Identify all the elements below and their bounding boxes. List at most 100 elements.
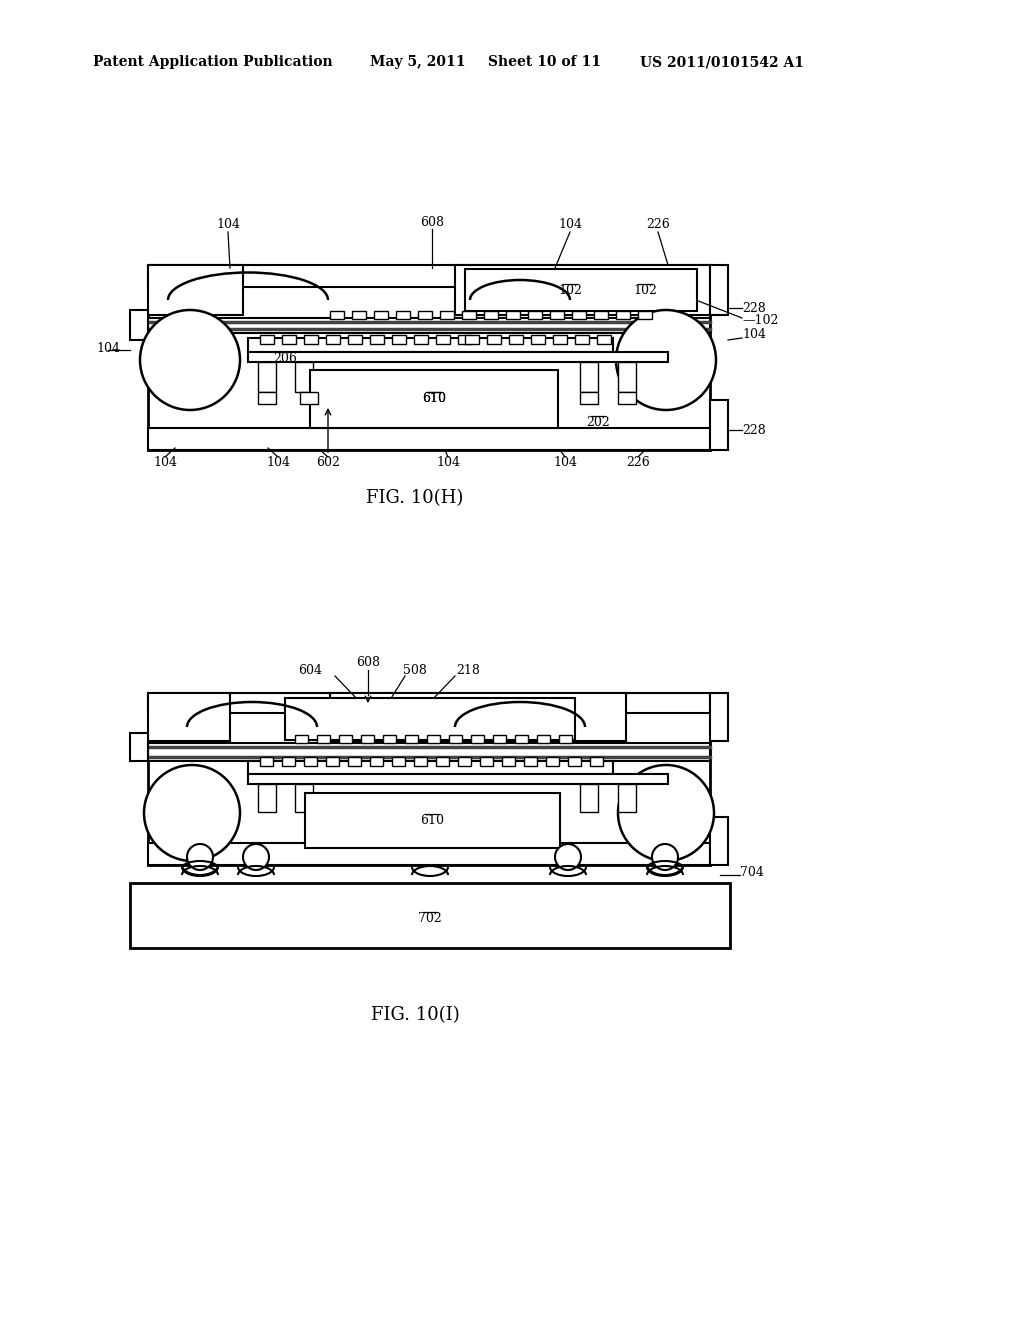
Bar bbox=[414, 335, 428, 345]
Bar bbox=[484, 312, 498, 319]
Text: Patent Application Publication: Patent Application Publication bbox=[93, 55, 333, 69]
Bar bbox=[370, 335, 384, 345]
Bar bbox=[295, 784, 313, 812]
Bar bbox=[458, 756, 471, 766]
Circle shape bbox=[616, 310, 716, 411]
Text: 226: 226 bbox=[626, 455, 650, 469]
Bar bbox=[348, 756, 361, 766]
Bar bbox=[462, 312, 476, 319]
Bar bbox=[580, 362, 598, 392]
Bar bbox=[304, 756, 317, 766]
Bar bbox=[148, 265, 710, 286]
Text: 610: 610 bbox=[422, 392, 446, 404]
Circle shape bbox=[555, 843, 581, 870]
Bar bbox=[515, 735, 528, 743]
Text: 610: 610 bbox=[420, 813, 444, 826]
Bar bbox=[449, 735, 462, 743]
Bar bbox=[550, 312, 564, 319]
Bar bbox=[710, 693, 728, 741]
Bar bbox=[248, 762, 613, 774]
Bar bbox=[618, 392, 636, 404]
Bar bbox=[148, 428, 710, 450]
Bar bbox=[568, 756, 581, 766]
Text: —102: —102 bbox=[742, 314, 778, 326]
Text: 604: 604 bbox=[298, 664, 322, 676]
Bar bbox=[148, 693, 710, 865]
Text: 206: 206 bbox=[273, 351, 297, 364]
Text: 104: 104 bbox=[436, 455, 460, 469]
Bar bbox=[531, 335, 545, 345]
Bar bbox=[406, 735, 418, 743]
Text: 228: 228 bbox=[742, 301, 766, 314]
Bar bbox=[258, 784, 276, 812]
Bar bbox=[326, 335, 340, 345]
Bar bbox=[148, 318, 710, 333]
Text: 602: 602 bbox=[316, 455, 340, 469]
Bar bbox=[616, 312, 630, 319]
Bar bbox=[260, 756, 273, 766]
Bar bbox=[575, 335, 589, 345]
Bar bbox=[509, 335, 523, 345]
Bar bbox=[638, 312, 652, 319]
Bar bbox=[427, 735, 440, 743]
Bar bbox=[436, 335, 450, 345]
Bar bbox=[148, 743, 710, 762]
Bar bbox=[295, 735, 308, 743]
Bar bbox=[524, 756, 537, 766]
Bar bbox=[487, 335, 501, 345]
Bar bbox=[148, 265, 243, 315]
Text: FIG. 10(H): FIG. 10(H) bbox=[367, 488, 464, 507]
Circle shape bbox=[618, 766, 714, 861]
Circle shape bbox=[243, 843, 269, 870]
Circle shape bbox=[187, 843, 213, 870]
Bar bbox=[597, 335, 611, 345]
Bar bbox=[618, 784, 636, 812]
Bar bbox=[326, 756, 339, 766]
Bar bbox=[130, 883, 730, 948]
Bar bbox=[285, 698, 575, 741]
Bar bbox=[130, 733, 148, 762]
Text: 104: 104 bbox=[216, 219, 240, 231]
Bar bbox=[248, 338, 613, 352]
Bar bbox=[148, 693, 230, 741]
Bar bbox=[130, 310, 148, 341]
Bar bbox=[339, 735, 352, 743]
Text: 104: 104 bbox=[96, 342, 120, 355]
Bar bbox=[370, 756, 383, 766]
Bar bbox=[248, 352, 668, 362]
Text: 610: 610 bbox=[422, 392, 446, 404]
Bar bbox=[352, 312, 366, 319]
Text: 228: 228 bbox=[742, 424, 766, 437]
Bar bbox=[260, 335, 274, 345]
Circle shape bbox=[652, 843, 678, 870]
Bar bbox=[317, 735, 330, 743]
Text: 218: 218 bbox=[456, 664, 480, 676]
Bar bbox=[248, 774, 668, 784]
Bar bbox=[282, 335, 296, 345]
Bar bbox=[710, 400, 728, 450]
Text: 102: 102 bbox=[633, 284, 657, 297]
Text: FIG. 10(I): FIG. 10(I) bbox=[371, 1006, 460, 1024]
Bar bbox=[414, 756, 427, 766]
Bar bbox=[330, 312, 344, 319]
Bar bbox=[304, 335, 318, 345]
Bar bbox=[471, 735, 484, 743]
Text: 104: 104 bbox=[266, 455, 290, 469]
Bar bbox=[580, 392, 598, 404]
Text: 104: 104 bbox=[558, 219, 582, 231]
Bar bbox=[392, 756, 406, 766]
Bar bbox=[148, 265, 710, 450]
Bar bbox=[455, 265, 710, 315]
Bar bbox=[440, 312, 454, 319]
Bar bbox=[418, 312, 432, 319]
Bar bbox=[348, 335, 362, 345]
Bar bbox=[310, 370, 558, 428]
Text: 104: 104 bbox=[742, 329, 766, 342]
Bar bbox=[480, 756, 493, 766]
Bar bbox=[572, 312, 586, 319]
Bar bbox=[361, 735, 374, 743]
Bar bbox=[710, 265, 728, 315]
Bar bbox=[553, 335, 567, 345]
Text: US 2011/0101542 A1: US 2011/0101542 A1 bbox=[640, 55, 804, 69]
Bar bbox=[618, 362, 636, 392]
